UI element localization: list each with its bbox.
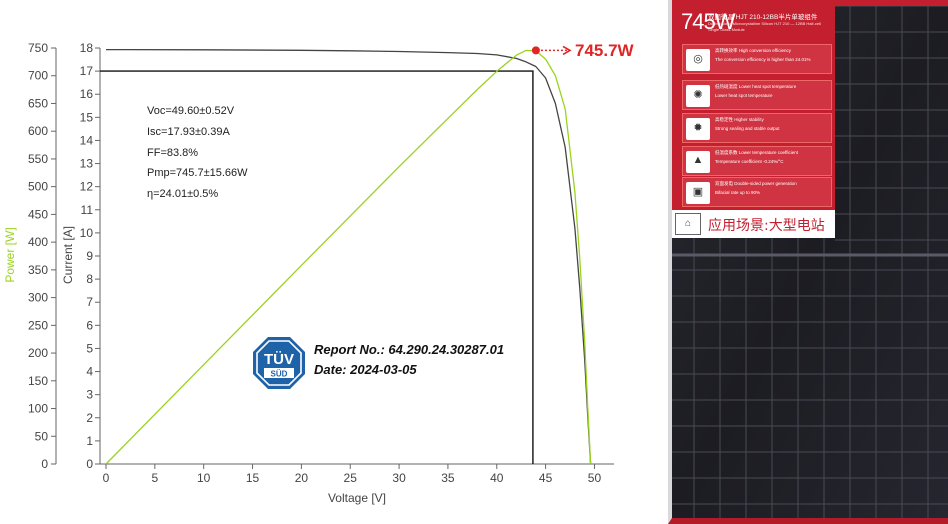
report-date: Date: 2024-03-05: [314, 362, 417, 377]
panel-subtitle-2: Single Glass Module: [708, 27, 745, 32]
mpp-guide-lines: [100, 70, 534, 464]
power-tick-label: 50: [35, 429, 49, 443]
power-tick-label: 150: [28, 374, 48, 388]
current-tick-label: 7: [86, 295, 93, 309]
current-tick-label: 0: [86, 457, 93, 471]
stability-icon: ✹: [693, 122, 703, 134]
peak-arrow-head: [562, 45, 572, 56]
current-tick-label: 4: [86, 365, 93, 379]
application-box: ⌂ 应用场景:大型电站: [672, 210, 835, 238]
power-tick-label: 0: [41, 457, 48, 471]
power-station-icon: ⌂: [675, 213, 701, 235]
param-isc: Isc=17.93±0.39A: [147, 126, 230, 138]
svg-text:SÜD: SÜD: [271, 370, 288, 379]
temperature-icon: ▲: [692, 154, 704, 166]
current-tick-label: 17: [80, 64, 94, 78]
power-tick-label: 100: [28, 402, 48, 416]
x-tick-label: 30: [392, 471, 406, 485]
power-tick-label: 650: [28, 96, 48, 110]
power-tick-label: 450: [28, 207, 48, 221]
feature-efficiency: ◎ 高转换效率 High conversion efficiency The c…: [682, 44, 832, 74]
power-curve: [105, 49, 592, 465]
current-tick-label: 3: [86, 388, 93, 402]
x-tick-label: 35: [441, 471, 455, 485]
svg-text:TÜV: TÜV: [264, 351, 294, 368]
feature-hotspot: ✺ 低热斑温度 Lower heat spot temperature Lowe…: [682, 80, 832, 110]
current-tick-label: 16: [80, 87, 94, 101]
x-tick-label: 40: [490, 471, 504, 485]
x-tick-label: 5: [152, 471, 159, 485]
label-red-strip: [835, 0, 948, 6]
iv-curve-chart: 0 5 10 15 20 25 30 35 40 45 50 0 50 100 150 200 250 300 35…: [3, 41, 634, 505]
panel-power-rating: 745W: [681, 9, 735, 34]
panel-title: 双面微晶 HJT 210-12BB半片单玻组件: [708, 14, 818, 21]
param-voc: Voc=49.60±0.52V: [147, 105, 235, 117]
hotspot-icon: ✺: [693, 89, 703, 101]
power-tick-label: 200: [28, 346, 48, 360]
power-tick-label: 350: [28, 263, 48, 277]
current-tick-label: 5: [86, 341, 93, 355]
panel-subtitle: Double-sided Microcrystalline Silicon HJ…: [708, 21, 821, 26]
current-curve: [105, 48, 592, 465]
param-pmp: Pmp=745.7±15.66W: [147, 167, 248, 179]
x-tick-label: 45: [539, 471, 553, 485]
power-tick-label: 300: [28, 291, 48, 305]
product-label: 745W 双面微晶 HJT 210-12BB半片单玻组件 Double-side…: [672, 0, 835, 238]
power-tick-label: 600: [28, 124, 48, 138]
current-tick-label: 11: [81, 203, 94, 217]
power-tick-label: 250: [28, 318, 48, 332]
current-tick-label: 13: [80, 157, 94, 171]
panel-frame: [668, 0, 948, 524]
x-tick-label: 10: [197, 471, 211, 485]
x-tick-label: 50: [588, 471, 602, 485]
peak-power-annotation: 745.7W: [575, 41, 634, 60]
feature-stability: ✹ 高稳定性 Higher stability Strong sealing a…: [682, 113, 832, 143]
x-axis-label: Voltage [V]: [328, 491, 386, 505]
bifacial-icon: ▣: [692, 186, 704, 198]
chart-svg: 0 5 10 15 20 25 30 35 40 45 5005010015020025030035…: [3, 41, 614, 505]
x-tick-label: 25: [344, 471, 358, 485]
power-tick-label: 550: [28, 152, 48, 166]
power-tick-label: 400: [28, 235, 48, 249]
feature-bifacial: ▣ 双面发电 Double-sided power generation Bif…: [682, 177, 832, 207]
current-tick-label: 10: [80, 226, 94, 240]
param-efficiency: η=24.01±0.5%: [147, 188, 219, 200]
efficiency-icon: ◎: [693, 53, 703, 65]
report-number: Report No.: 64.290.24.30287.01: [314, 342, 505, 357]
power-tick-label: 750: [28, 41, 48, 55]
power-tick-label: 500: [28, 180, 48, 194]
current-tick-label: 1: [86, 434, 93, 448]
power-axis-label: Power [W]: [3, 227, 17, 282]
tuv-sud-logo: TÜV SÜD: [253, 337, 305, 389]
current-tick-label: 14: [80, 133, 94, 147]
current-tick-label: 8: [86, 272, 93, 286]
x-tick-label: 20: [295, 471, 309, 485]
current-tick-label: 18: [80, 41, 94, 55]
current-tick-label: 2: [86, 411, 93, 425]
peak-power-point: [531, 46, 540, 55]
power-tick-label: 700: [28, 69, 48, 83]
x-tick-label: 0: [103, 471, 110, 485]
current-axis-label: Current [A]: [61, 226, 75, 284]
param-ff: FF=83.8%: [147, 147, 199, 159]
feature-temperature: ▲ 低温度系数 Lower temperature coefficient Te…: [682, 146, 832, 176]
solar-panel-photo: 745W 双面微晶 HJT 210-12BB半片单玻组件 Double-side…: [668, 0, 948, 524]
current-tick-label: 6: [86, 318, 93, 332]
current-tick-label: 15: [80, 110, 94, 124]
current-tick-label: 12: [80, 180, 94, 194]
application-text: 应用场景:大型电站: [708, 218, 825, 234]
current-tick-label: 9: [86, 249, 93, 263]
x-tick-label: 15: [246, 471, 260, 485]
